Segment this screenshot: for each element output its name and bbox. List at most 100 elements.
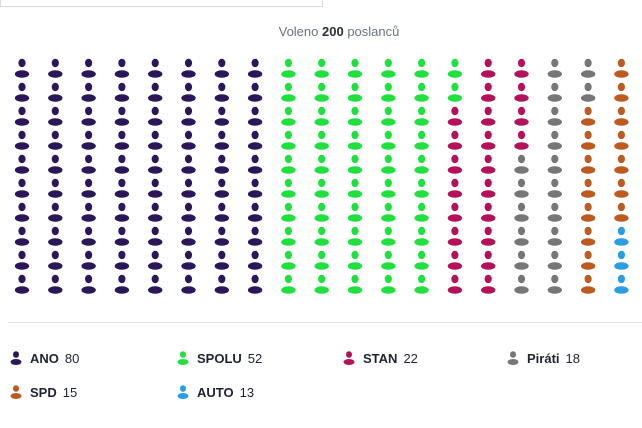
seat-mark [414,226,429,246]
legend-party-name: AUTO [197,384,234,400]
seat-mark [14,202,30,222]
seat-mark [148,154,163,174]
seat-mark [580,274,596,294]
seat-mark [481,226,496,246]
seat-mark [547,130,562,150]
seat-mark [247,106,263,126]
seat-mark [114,226,130,246]
seat-mark [148,202,163,222]
seat-mark [81,250,96,270]
legend-item-ano[interactable]: ANO 80 [10,348,79,368]
seat-mark [281,202,296,222]
seat-mark [314,130,329,150]
person-icon [343,351,355,365]
seat-mark [214,82,229,102]
seat-mark [447,106,463,126]
seat-mark [114,274,130,294]
seat-mark [181,226,196,246]
seat-mark [514,58,529,78]
seat-mark [148,82,163,102]
seat-mark [381,130,396,150]
legend-item-spolu[interactable]: SPOLU 52 [177,348,262,368]
legend-item-spd[interactable]: SPD 15 [10,382,77,402]
seat-mark [481,130,496,150]
seat-mark [281,154,296,174]
seat-mark [481,154,496,174]
seat-mark [347,130,363,150]
legend-item-pirati[interactable]: Piráti 18 [507,348,580,368]
seat-mark [247,130,263,150]
seat-mark [181,202,196,222]
seat-mark [314,274,329,294]
seat-mark [414,250,429,270]
seat-mark [114,106,130,126]
seat-mark [181,58,196,78]
seat-mark [481,58,496,78]
seat-mark [447,130,463,150]
seat-mark [414,106,429,126]
seat-mark [347,202,363,222]
seat-mark [514,226,529,246]
seat-mark [514,82,529,102]
seat-mark [447,274,463,294]
seat-mark [614,202,629,222]
seat-mark [214,202,229,222]
seat-mark [481,178,496,198]
legend-seat-count: 22 [403,350,418,366]
person-icon [177,385,189,399]
seat-mark [580,130,596,150]
seat-mark [547,178,562,198]
seat-mark [547,274,562,294]
seat-mark [214,178,229,198]
seat-mark [14,106,30,126]
seat-mark [214,106,229,126]
seat-mark [48,202,63,222]
seat-mark [614,178,629,198]
legend-party-name: SPD [30,384,57,400]
seat-mark [148,250,163,270]
seat-mark [481,106,496,126]
seat-mark [114,202,130,222]
seat-mark [181,274,196,294]
seat-mark [547,202,562,222]
seat-mark [281,274,296,294]
seat-mark [514,274,529,294]
seat-mark [547,226,562,246]
seat-mark [48,58,63,78]
seat-mark [281,82,296,102]
legend-party-name: STAN [363,350,398,366]
seat-mark [81,178,96,198]
seat-mark [614,130,629,150]
seat-mark [48,130,63,150]
seat-mark [514,154,529,174]
seat-mark [381,106,396,126]
seat-mark [347,226,363,246]
seat-mark [347,274,363,294]
seat-mark [381,82,396,102]
seat-mark [81,226,96,246]
seat-mark [614,106,629,126]
seat-mark [514,178,529,198]
seat-mark [314,178,329,198]
seat-mark [514,250,529,270]
seat-mark [447,82,463,102]
seat-mark [214,250,229,270]
legend-item-auto[interactable]: AUTO 13 [177,382,254,402]
seat-mark [481,82,496,102]
seat-mark [148,58,163,78]
seat-mark [481,250,496,270]
seat-mark [14,226,30,246]
seat-mark [14,58,30,78]
seat-mark [614,154,629,174]
seat-mark [347,106,363,126]
seat-mark [281,226,296,246]
seat-mark [114,178,130,198]
seat-mark [381,178,396,198]
person-icon [177,351,189,365]
seat-mark [414,202,429,222]
seat-mark [547,154,562,174]
legend-item-stan[interactable]: STAN 22 [343,348,418,368]
seat-mark [48,274,63,294]
seat-mark [347,154,363,174]
seat-mark [48,178,63,198]
